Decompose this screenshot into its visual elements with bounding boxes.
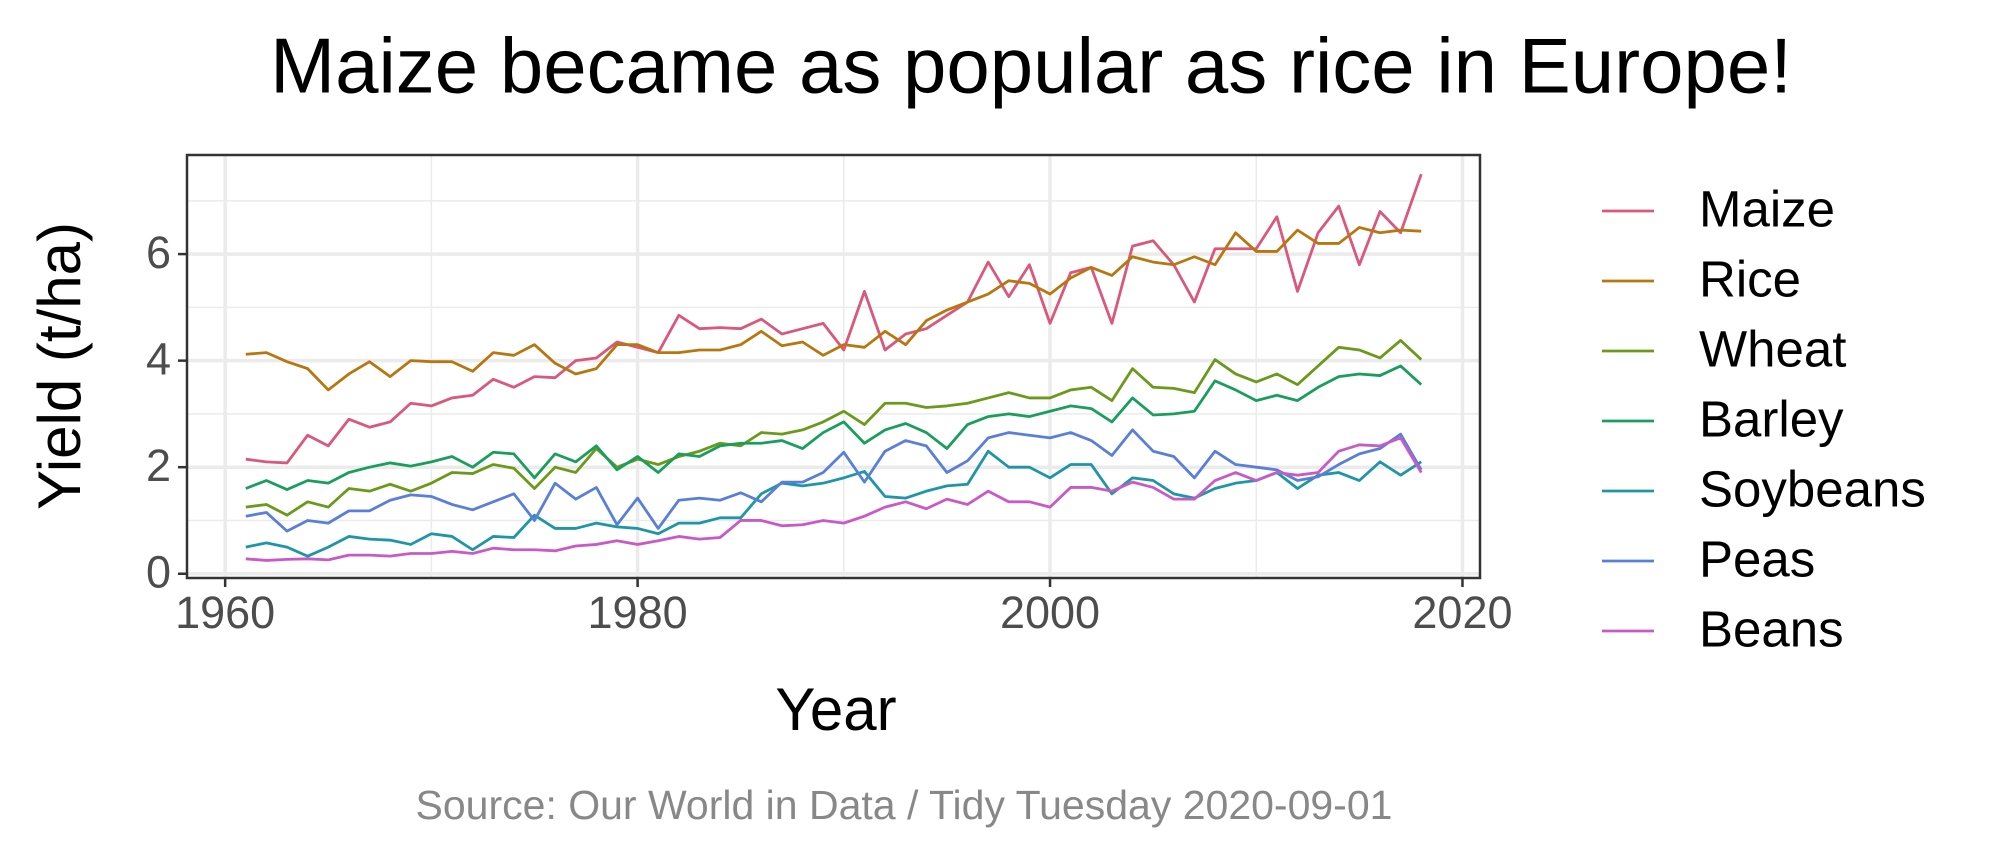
series-line — [245, 449, 1422, 558]
legend-label: Barley — [1699, 390, 1844, 447]
y-axis-label: Yield (t/ha) — [26, 222, 93, 510]
plot-border — [185, 153, 1482, 580]
chart-title: Maize became as popular as rice in Europ… — [270, 22, 1792, 110]
x-tick-label: 2020 — [1412, 587, 1512, 638]
y-tick-label: 6 — [146, 227, 171, 278]
x-tick-label: 1980 — [588, 587, 688, 638]
series-line — [245, 339, 1423, 517]
x-axis-label: Year — [775, 676, 896, 743]
x-tick-label: 1960 — [175, 587, 275, 638]
series-line — [245, 428, 1423, 533]
x-tick-label: 2000 — [1000, 587, 1100, 638]
y-tick-label: 2 — [146, 440, 171, 491]
legend-label: Soybeans — [1699, 460, 1926, 517]
legend-label: Wheat — [1699, 320, 1846, 377]
y-tick-label: 4 — [146, 334, 171, 385]
legend-label: Rice — [1699, 250, 1801, 307]
y-tick-label: 0 — [146, 547, 171, 598]
series-line — [245, 226, 1422, 392]
series-line — [245, 436, 1423, 562]
series-line — [245, 364, 1423, 491]
legend-label: Maize — [1699, 180, 1835, 237]
legend-label: Peas — [1699, 530, 1815, 587]
caption: Source: Our World in Data / Tidy Tuesday… — [416, 782, 1393, 828]
legend-label: Beans — [1699, 600, 1844, 657]
